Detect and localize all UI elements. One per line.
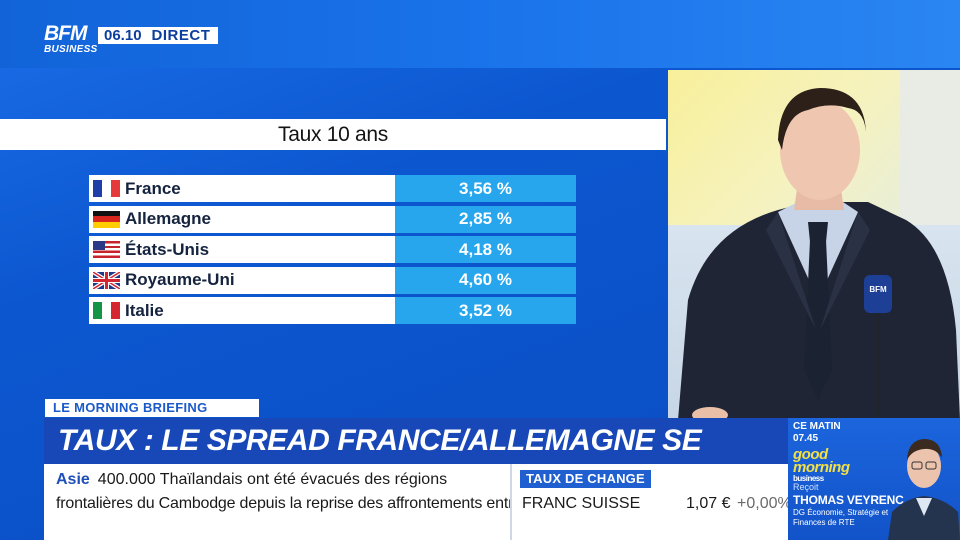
top-bar: BFM BUSINESS 06.10 DIRECT	[0, 0, 960, 68]
ticker-line-2: frontalières du Cambodge depuis la repri…	[56, 495, 592, 512]
upcoming-guest-panel: CE MATIN 07.45 good morning business Reç…	[788, 418, 960, 540]
country-cell: Allemagne	[89, 205, 395, 233]
country-cell: États-Unis	[89, 236, 395, 263]
country-name: Royaume-Uni	[125, 270, 235, 289]
program-tag: LE MORNING BRIEFING	[45, 399, 259, 417]
country-name: Allemagne	[125, 209, 211, 228]
country-cell: Royaume-Uni	[89, 266, 395, 294]
country-name: États-Unis	[125, 239, 210, 259]
currency-value: 1,07 €	[686, 495, 731, 512]
country-cell: France	[89, 175, 395, 202]
good-morning-logo: good morning business	[793, 446, 850, 483]
rate-value: 3,52 %	[395, 297, 576, 324]
upcoming-show: CE MATIN 07.45	[793, 421, 841, 445]
usa-flag-icon	[93, 241, 120, 258]
rate-value: 2,85 %	[395, 205, 576, 233]
guest-receives-label: Reçoit	[793, 482, 819, 492]
guest-photo	[888, 439, 960, 540]
table-row: Royaume-Uni 4,60 %	[89, 266, 576, 294]
currency-change: +0,00%	[737, 495, 792, 512]
germany-flag-icon	[93, 210, 120, 228]
exchange-rate-box: TAUX DE CHANGE FRANC SUISSE 1,07 € +0,00…	[510, 464, 792, 540]
upcoming-show-label: CE MATIN	[793, 421, 841, 432]
country-name: France	[125, 178, 181, 198]
rate-value: 4,60 %	[395, 266, 576, 294]
presenter-image: BFM	[678, 88, 960, 420]
currency-name: FRANC SUISSE	[522, 495, 641, 512]
rate-value: 3,56 %	[395, 175, 576, 202]
svg-text:BFM: BFM	[869, 285, 887, 294]
guest-role: DG Économie, Stratégie et Finances de RT…	[793, 508, 889, 527]
table-row: France 3,56 %	[89, 175, 576, 202]
logo-sub: BUSINESS	[44, 44, 98, 55]
table-title: Taux 10 ans	[0, 119, 666, 150]
studio-video: BFM	[668, 70, 960, 420]
logo-main: BFM	[44, 22, 88, 45]
channel-logo: BFM BUSINESS	[44, 22, 98, 62]
table-row: Italie 3,52 %	[89, 297, 576, 324]
rates-table: France 3,56 % Allemagne 2,85 % États-Uni…	[89, 175, 576, 328]
table-row: États-Unis 4,18 %	[89, 236, 576, 263]
clock-time: 06.10	[104, 27, 142, 44]
clock-live-box: 06.10 DIRECT	[98, 27, 219, 44]
guest-name: THOMAS VEYRENC	[793, 493, 904, 507]
france-flag-icon	[93, 180, 120, 197]
headline: TAUX : LE SPREAD FRANCE/ALLEMAGNE SE DÉT…	[44, 418, 788, 503]
news-ticker: Asie 400.000 Thaïlandais ont été évacués …	[44, 464, 592, 540]
country-cell: Italie	[89, 297, 395, 324]
exchange-label: TAUX DE CHANGE	[520, 470, 651, 488]
live-label: DIRECT	[151, 27, 211, 44]
table-row: Allemagne 2,85 %	[89, 205, 576, 233]
ticker-text-1: 400.000 Thaïlandais ont été évacués des …	[97, 471, 448, 488]
uk-flag-icon	[93, 271, 120, 289]
italy-flag-icon	[93, 302, 120, 319]
rate-value: 4,18 %	[395, 236, 576, 263]
country-name: Italie	[125, 300, 164, 320]
upcoming-show-time: 07.45	[793, 433, 819, 444]
ticker-region: Asie	[56, 471, 90, 488]
ticker-line-1: Asie 400.000 Thaïlandais ont été évacués …	[56, 471, 447, 489]
